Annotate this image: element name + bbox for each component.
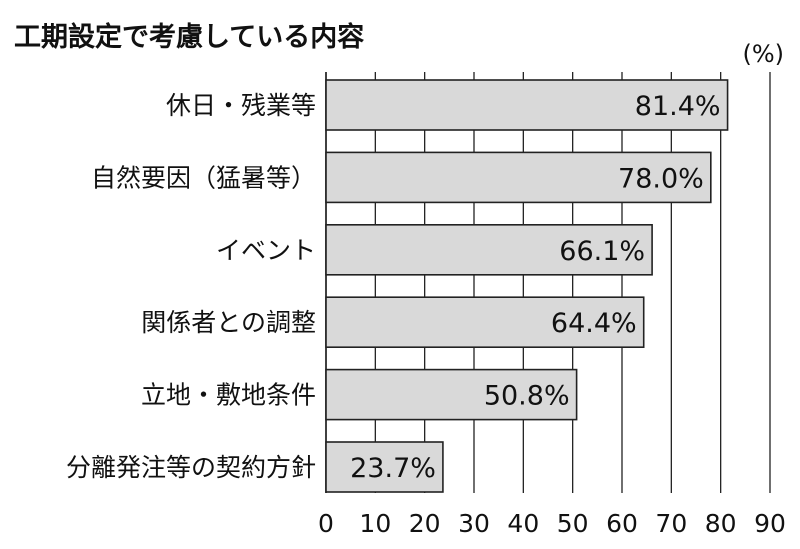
category-label: 休日・残業等 <box>166 91 316 120</box>
bar <box>325 441 444 493</box>
bar <box>325 224 653 276</box>
bar <box>325 296 645 349</box>
category-label: 自然要因（猛暑等） <box>91 163 316 192</box>
value-label: 66.1% <box>559 236 645 267</box>
x-tick-label: 40 <box>507 509 539 538</box>
x-axis-ticks: 0 10 20 30 40 50 60 70 80 90 <box>318 509 786 538</box>
bar <box>325 368 578 421</box>
category-label: 立地・敷地条件 <box>141 381 316 410</box>
category-label: 関係者との調整 <box>141 308 316 337</box>
bars: 休日・残業等 81.4% 自然要因（猛暑等） 78.0% イベント 66.1% 関係者との調… <box>66 79 729 493</box>
x-tick-label: 90 <box>754 509 786 538</box>
category-label: イベント <box>216 236 316 265</box>
unit-label: (%) <box>742 40 784 68</box>
x-tick-label: 0 <box>318 509 334 538</box>
x-tick-label: 80 <box>705 509 737 538</box>
gridlines <box>325 72 771 493</box>
bar <box>325 79 729 131</box>
value-label: 78.0% <box>618 163 704 194</box>
value-label: 50.8% <box>484 381 570 412</box>
category-label: 分離発注等の契約方針 <box>66 453 316 482</box>
x-tick-label: 60 <box>606 509 638 538</box>
bar <box>325 151 712 204</box>
value-label: 23.7% <box>350 453 436 484</box>
x-tick-label: 70 <box>655 509 687 538</box>
chart-title: 工期設定で考慮している内容 <box>14 21 364 53</box>
x-tick-label: 30 <box>458 509 490 538</box>
x-tick-label: 10 <box>359 509 391 538</box>
value-label: 64.4% <box>551 308 637 339</box>
x-tick-label: 20 <box>409 509 441 538</box>
value-label: 81.4% <box>635 91 721 122</box>
x-tick-label: 50 <box>557 509 589 538</box>
